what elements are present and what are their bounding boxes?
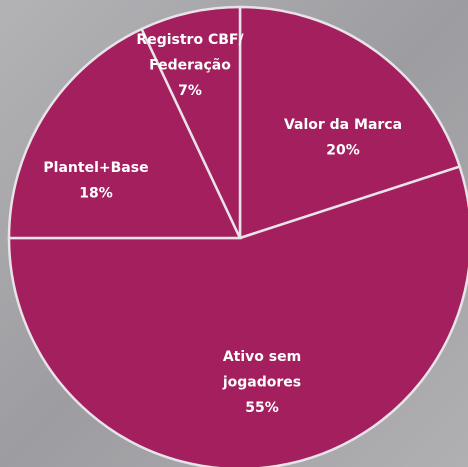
slice-label: Ativo sem jogadores xyxy=(222,349,301,391)
slice-value-label: 18% xyxy=(79,186,113,202)
slice-label: Plantel+Base xyxy=(43,160,148,176)
slice-value-label: 7% xyxy=(178,83,202,99)
slice-label: Registro CBF/Federação xyxy=(136,32,244,74)
slice-value-label: 20% xyxy=(326,143,360,159)
slice-value-label: 55% xyxy=(245,400,279,416)
pie-slice xyxy=(7,27,242,240)
slice-label: Valor da Marca xyxy=(284,117,402,133)
pie-slice xyxy=(7,165,468,467)
pie-slice xyxy=(139,5,242,239)
pie-slice xyxy=(238,5,462,240)
